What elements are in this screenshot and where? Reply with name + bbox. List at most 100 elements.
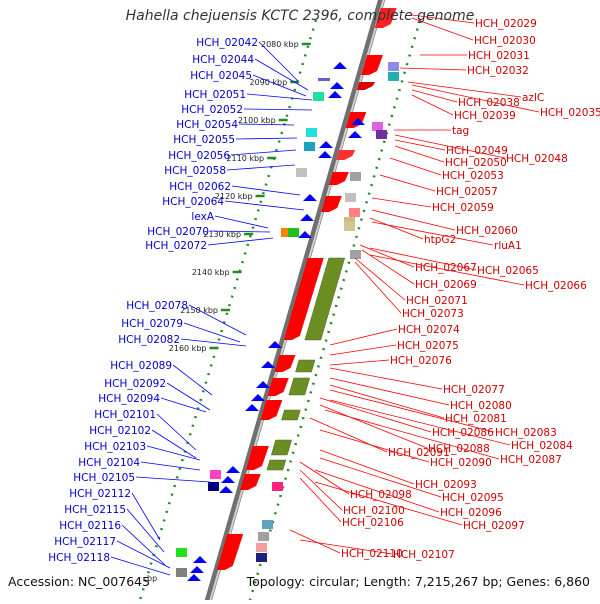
left-gene-label: HCH_02094	[98, 393, 160, 405]
right-leader-line	[399, 67, 467, 71]
left-leader-line	[160, 397, 207, 413]
right-gene-label: HCH_02053	[442, 170, 504, 182]
right-gene-label: rluA1	[494, 240, 522, 252]
right-leader-line	[314, 469, 440, 513]
right-gene-label: HCH_02029	[475, 18, 537, 30]
left-gene-label: HCH_02115	[64, 504, 126, 516]
reverse-gene-box	[304, 142, 315, 151]
right-gene-label: HCH_02081	[445, 413, 507, 425]
reverse-gene-arrow	[319, 141, 333, 148]
left-leader-line	[172, 364, 213, 396]
right-leader-line	[289, 529, 341, 554]
gene-swatch	[372, 122, 383, 131]
right-leader-line	[354, 261, 402, 314]
left-leader-line	[238, 123, 295, 126]
reverse-gene-arrow	[256, 381, 270, 388]
reverse-gene-box	[288, 228, 299, 237]
accession-text: Accession: NC_007645	[8, 574, 151, 589]
forward-gene-block	[245, 446, 269, 470]
right-gene-label: HCH_02057	[436, 186, 498, 198]
right-leader-line	[329, 359, 390, 366]
right-gene-label: HCH_02093	[415, 479, 477, 491]
right-gene-label: HCH_02090	[430, 457, 492, 469]
right-gene-label: HCH_02065	[477, 265, 539, 277]
forward-gene-block	[283, 258, 324, 340]
olive-gene-block	[304, 257, 346, 341]
gene-swatch	[349, 208, 360, 217]
reverse-gene-box	[313, 92, 324, 101]
right-leader-line	[371, 209, 456, 231]
left-leader-line	[246, 93, 313, 101]
right-gene-label: HCH_02076	[390, 355, 452, 367]
left-leader-line	[140, 461, 201, 471]
gene-swatch	[344, 222, 355, 231]
right-leader-line	[299, 461, 350, 495]
olive-gene-block	[281, 409, 301, 421]
left-gene-label: HCH_02052	[181, 104, 243, 116]
right-gene-label: HCH_02060	[456, 225, 518, 237]
right-gene-label: HCH_02098	[350, 489, 412, 501]
forward-gene-block	[329, 172, 349, 185]
kbp-tick-label: 2130 kbp	[203, 230, 241, 239]
left-gene-label: HCH_02051	[184, 89, 246, 101]
left-leader-line	[254, 58, 309, 91]
left-leader-line	[131, 492, 161, 541]
gene-swatch	[256, 543, 267, 552]
left-leader-line	[110, 556, 171, 576]
reverse-gene-arrow	[190, 566, 204, 573]
reverse-gene-arrow	[221, 476, 235, 483]
right-leader-line	[314, 481, 463, 526]
right-gene-label: HCH_02073	[402, 308, 464, 320]
right-gene-label: HCH_02067	[415, 262, 477, 274]
right-leader-line	[329, 367, 443, 390]
gene-swatch	[344, 217, 355, 226]
right-leader-line	[407, 81, 522, 98]
left-gene-label: HCH_02045	[190, 70, 252, 82]
reverse-gene-arrow	[261, 361, 275, 368]
right-leader-line	[329, 328, 398, 346]
reverse-gene-box	[208, 482, 219, 491]
forward-gene-block	[374, 8, 397, 28]
right-gene-label: HCH_02087	[500, 454, 562, 466]
right-gene-label: HCH_02066	[525, 280, 587, 292]
inner-tick-track	[138, 19, 318, 601]
left-gene-label: HCH_02102	[89, 425, 151, 437]
forward-gene-block	[260, 400, 283, 420]
right-gene-label: HCH_02035	[540, 107, 600, 119]
right-leader-line	[329, 399, 511, 446]
right-leader-line	[329, 384, 445, 419]
left-leader-line	[146, 445, 201, 461]
reverse-gene-box	[296, 168, 307, 177]
reverse-gene-box	[210, 470, 221, 479]
right-leader-line	[411, 94, 454, 116]
right-gene-label: HCH_02039	[454, 110, 516, 122]
left-gene-label: lexA	[191, 211, 214, 223]
left-gene-label: HCH_02058	[164, 165, 226, 177]
reverse-gene-arrow	[245, 404, 259, 411]
right-leader-line	[329, 377, 450, 406]
right-gene-label: HCH_02071	[406, 295, 468, 307]
gene-swatch	[376, 130, 387, 139]
left-leader-line	[180, 338, 247, 347]
gene-swatch	[388, 72, 399, 81]
left-gene-label: HCH_02044	[192, 54, 254, 66]
gene-swatch	[256, 553, 267, 562]
reverse-gene-arrow	[226, 466, 240, 473]
gene-swatch	[345, 193, 356, 202]
left-gene-label: HCH_02042	[196, 37, 258, 49]
right-leader-line	[371, 197, 432, 208]
right-gene-label: HCH_02096	[440, 507, 502, 519]
gene-swatch	[272, 482, 283, 491]
kbp-tick-label: 2090 kbp	[249, 78, 287, 87]
left-gene-label: HCH_02072	[145, 240, 207, 252]
reverse-gene-box	[176, 548, 187, 557]
topology-text: Topology: circular; Length: 7,215,267 bp…	[246, 574, 590, 589]
left-leader-line	[183, 322, 241, 343]
right-gene-label: HCH_02100	[343, 505, 405, 517]
right-leader-line	[369, 217, 424, 240]
right-gene-label: HCH_02083	[495, 427, 557, 439]
left-gene-label: HCH_02092	[104, 378, 166, 390]
left-leader-line	[126, 508, 165, 553]
left-gene-label: HCH_02056	[168, 150, 230, 162]
right-leader-line	[299, 539, 393, 555]
